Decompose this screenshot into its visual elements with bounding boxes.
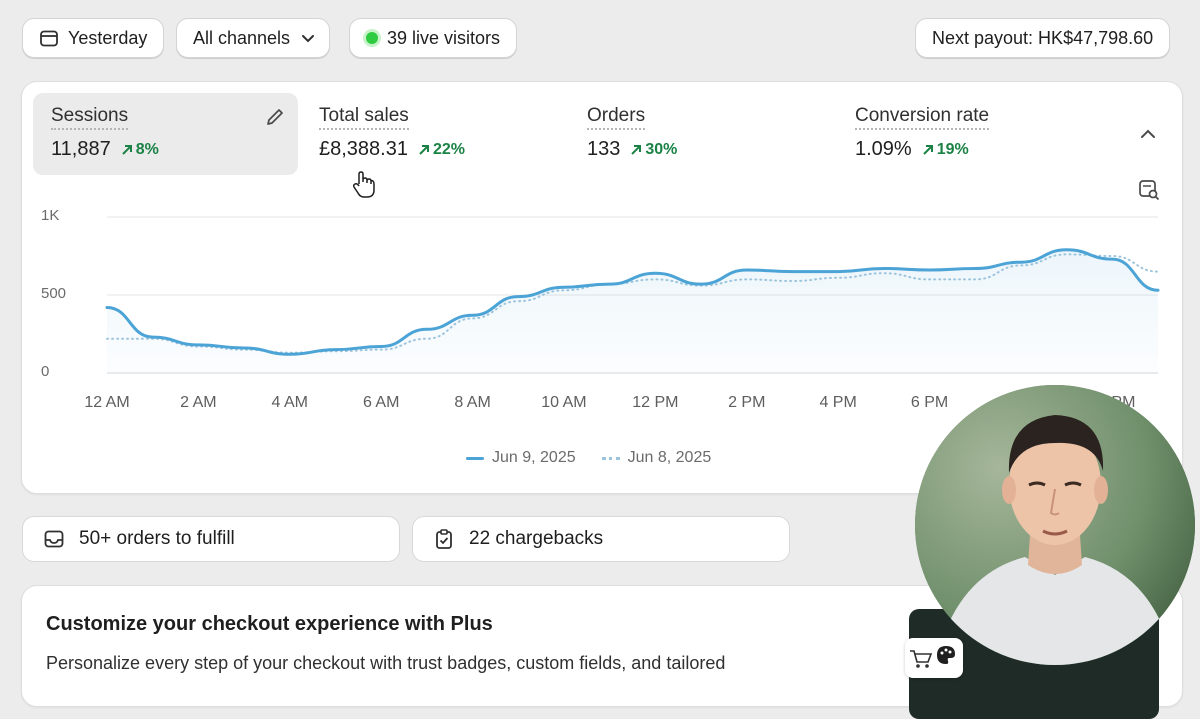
metric-label: Total sales — [319, 105, 409, 130]
live-visitors-button[interactable]: 39 live visitors — [349, 18, 518, 58]
task-label: 50+ orders to fulfill — [79, 528, 235, 549]
date-range-button[interactable]: Yesterday — [22, 18, 165, 58]
metric-orders[interactable]: Orders 133 30% — [569, 93, 829, 175]
metric-conversion-rate[interactable]: Conversion rate 1.09% 19% — [837, 93, 1107, 175]
metric-change: 19% — [922, 141, 969, 159]
legend-label: Jun 9, 2025 — [492, 449, 576, 466]
chart-inspect-icon[interactable] — [1138, 179, 1160, 201]
y-tick-label: 0 — [41, 363, 50, 380]
presenter-video-image — [915, 385, 1195, 665]
task-label: 22 chargebacks — [469, 528, 604, 549]
live-visitors-label: 39 live visitors — [387, 27, 501, 48]
chart-legend: Jun 9, 2025 Jun 8, 2025 — [466, 449, 711, 467]
x-tick-label: 4 PM — [819, 394, 857, 411]
metric-value: £8,388.31 — [319, 138, 408, 160]
channel-filter-dropdown[interactable]: All channels — [176, 18, 331, 58]
promo-body: Personalize every step of your checkout … — [46, 653, 726, 673]
x-tick-label: 4 AM — [271, 394, 309, 411]
arrow-up-right-icon — [923, 144, 933, 155]
metric-change-value: 8% — [135, 140, 159, 158]
next-payout-label: Next payout: HK$47,798.60 — [932, 27, 1154, 48]
inbox-icon — [44, 530, 64, 548]
hand-cursor-icon — [352, 171, 375, 198]
metric-label: Orders — [587, 105, 646, 130]
live-status-dot — [366, 32, 378, 44]
metric-change-value: 22% — [432, 140, 466, 158]
x-tick-label: 6 PM — [910, 394, 949, 411]
metric-change-value: 19% — [936, 140, 969, 158]
x-tick-label: 10 AM — [541, 394, 587, 411]
x-tick-label: 6 AM — [362, 394, 400, 411]
clipboard-check-icon — [436, 529, 452, 549]
orders-to-fulfill-button[interactable]: 50+ orders to fulfill — [22, 516, 400, 562]
metric-value: 11,887 — [51, 138, 111, 160]
metric-label: Sessions — [51, 105, 129, 130]
arrow-up-right-icon — [631, 144, 642, 155]
date-range-label: Yesterday — [68, 27, 148, 48]
y-tick-label: 500 — [41, 285, 67, 302]
metric-value: 133 — [587, 138, 621, 160]
metric-total-sales[interactable]: Total sales £8,388.31 22% — [301, 93, 561, 175]
metric-sessions[interactable]: Sessions 11,887 8% — [33, 93, 298, 175]
legend-swatch-dotted — [601, 456, 620, 460]
x-tick-label: 2 AM — [180, 394, 217, 411]
chargebacks-button[interactable]: 22 chargebacks — [412, 516, 790, 562]
legend-swatch-solid — [466, 456, 484, 460]
y-tick-label: 1K — [41, 207, 60, 224]
presenter-webcam — [915, 385, 1195, 665]
metric-change-value: 30% — [645, 140, 678, 158]
arrow-up-right-icon — [121, 144, 132, 155]
pencil-icon[interactable] — [264, 106, 286, 128]
legend-label: Jun 8, 2025 — [627, 449, 712, 466]
promo-title: Customize your checkout experience with … — [46, 613, 493, 635]
palette-icon — [937, 646, 955, 664]
calendar-icon — [40, 30, 58, 47]
checkout-theme-badge — [905, 638, 963, 678]
shopping-cart-icon — [910, 650, 933, 668]
metric-change: 8% — [121, 141, 159, 159]
x-tick-label: 2 PM — [728, 394, 766, 411]
arrow-up-right-icon — [419, 144, 429, 155]
x-tick-label: 12 AM — [84, 394, 130, 411]
channel-filter-label: All channels — [193, 27, 291, 48]
metric-value: 1.09% — [855, 138, 912, 160]
metric-label: Conversion rate — [855, 105, 990, 130]
x-tick-label: 12 PM — [632, 394, 679, 411]
collapse-chevron-icon[interactable] — [1138, 124, 1158, 144]
next-payout-button[interactable]: Next payout: HK$47,798.60 — [915, 18, 1171, 58]
metric-change: 22% — [418, 141, 465, 159]
chevron-down-icon — [302, 35, 315, 43]
metric-change: 30% — [630, 141, 677, 159]
x-tick-label: 8 AM — [454, 394, 491, 411]
